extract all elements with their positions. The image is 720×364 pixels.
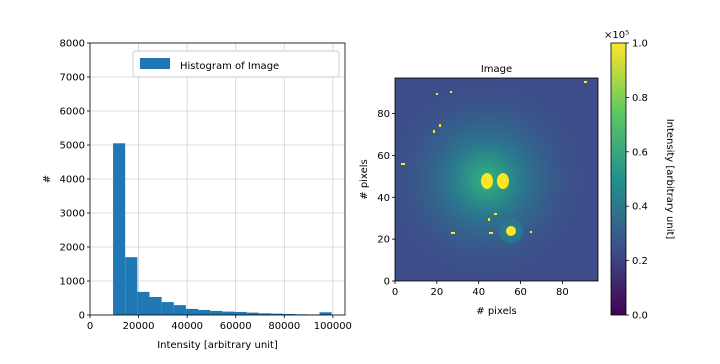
image-pixels xyxy=(395,78,598,281)
colorbar-tick-label: 1.0 xyxy=(632,39,648,50)
x-axis-label: Intensity [arbitrary unit] xyxy=(157,340,278,351)
y-tick-label: 0 xyxy=(79,311,85,322)
bar xyxy=(234,311,247,315)
bar xyxy=(258,313,271,315)
y-tick-label: 5000 xyxy=(60,141,85,152)
x-tick-label: 0 xyxy=(392,287,398,298)
bar xyxy=(222,311,235,315)
colorbar-tick-label: 0.6 xyxy=(632,147,648,158)
x-axis-label: # pixels xyxy=(476,306,516,317)
x-tick-label: 60000 xyxy=(220,321,252,332)
bar xyxy=(283,313,296,315)
colorbar-tick-label: 0.0 xyxy=(632,311,648,322)
axes-frame xyxy=(394,77,599,282)
y-tick-label: 2000 xyxy=(60,243,85,254)
bar xyxy=(319,312,332,315)
y-tick-label: 40 xyxy=(377,193,390,204)
bar xyxy=(173,305,186,315)
x-tick-label: 80 xyxy=(556,287,569,298)
x-tick-label: 100000 xyxy=(314,321,352,332)
bar xyxy=(198,309,211,315)
y-tick-label: 6000 xyxy=(60,107,85,118)
legend-box xyxy=(132,50,340,78)
y-tick-label: 4000 xyxy=(60,175,85,186)
y-tick-label: 7000 xyxy=(60,73,85,84)
bar xyxy=(246,312,259,315)
x-tick-label: 40 xyxy=(472,287,485,298)
colorbar-offset: ×10⁵ xyxy=(604,30,629,41)
y-tick-label: 20 xyxy=(377,235,390,246)
colorbar-tick-label: 0.4 xyxy=(632,202,648,213)
x-tick-label: 20 xyxy=(430,287,443,298)
y-tick-label: 80 xyxy=(377,109,390,120)
y-tick-label: 1000 xyxy=(60,277,85,288)
x-tick-label: 40000 xyxy=(171,321,203,332)
colorbar-label: Intensity [arbitrary unit] xyxy=(664,119,675,240)
bar xyxy=(161,302,174,315)
bar xyxy=(270,313,284,315)
y-axis-label: # xyxy=(42,175,53,183)
x-tick-label: 0 xyxy=(87,321,93,332)
bar xyxy=(149,296,162,315)
x-tick-label: 60 xyxy=(514,287,527,298)
bar xyxy=(125,257,138,315)
colorbar xyxy=(610,42,627,316)
x-tick-label: 20000 xyxy=(123,321,155,332)
colorbar-tick-label: 0.8 xyxy=(632,93,648,104)
bar xyxy=(185,308,199,315)
bar xyxy=(113,143,126,315)
chart-title: Image xyxy=(481,64,512,75)
bar xyxy=(210,310,223,315)
y-axis-label: # pixels xyxy=(359,159,370,199)
y-tick-label: 8000 xyxy=(60,39,85,50)
bar xyxy=(137,291,150,315)
legend-swatch xyxy=(140,58,170,69)
x-tick-label: 80000 xyxy=(268,321,300,332)
y-tick-label: 60 xyxy=(377,151,390,162)
colorbar-tick-label: 0.2 xyxy=(632,256,648,267)
y-tick-label: 0 xyxy=(384,277,390,288)
legend-label: Histogram of Image xyxy=(180,61,279,72)
y-tick-label: 3000 xyxy=(60,209,85,220)
axes-frame xyxy=(89,42,346,316)
